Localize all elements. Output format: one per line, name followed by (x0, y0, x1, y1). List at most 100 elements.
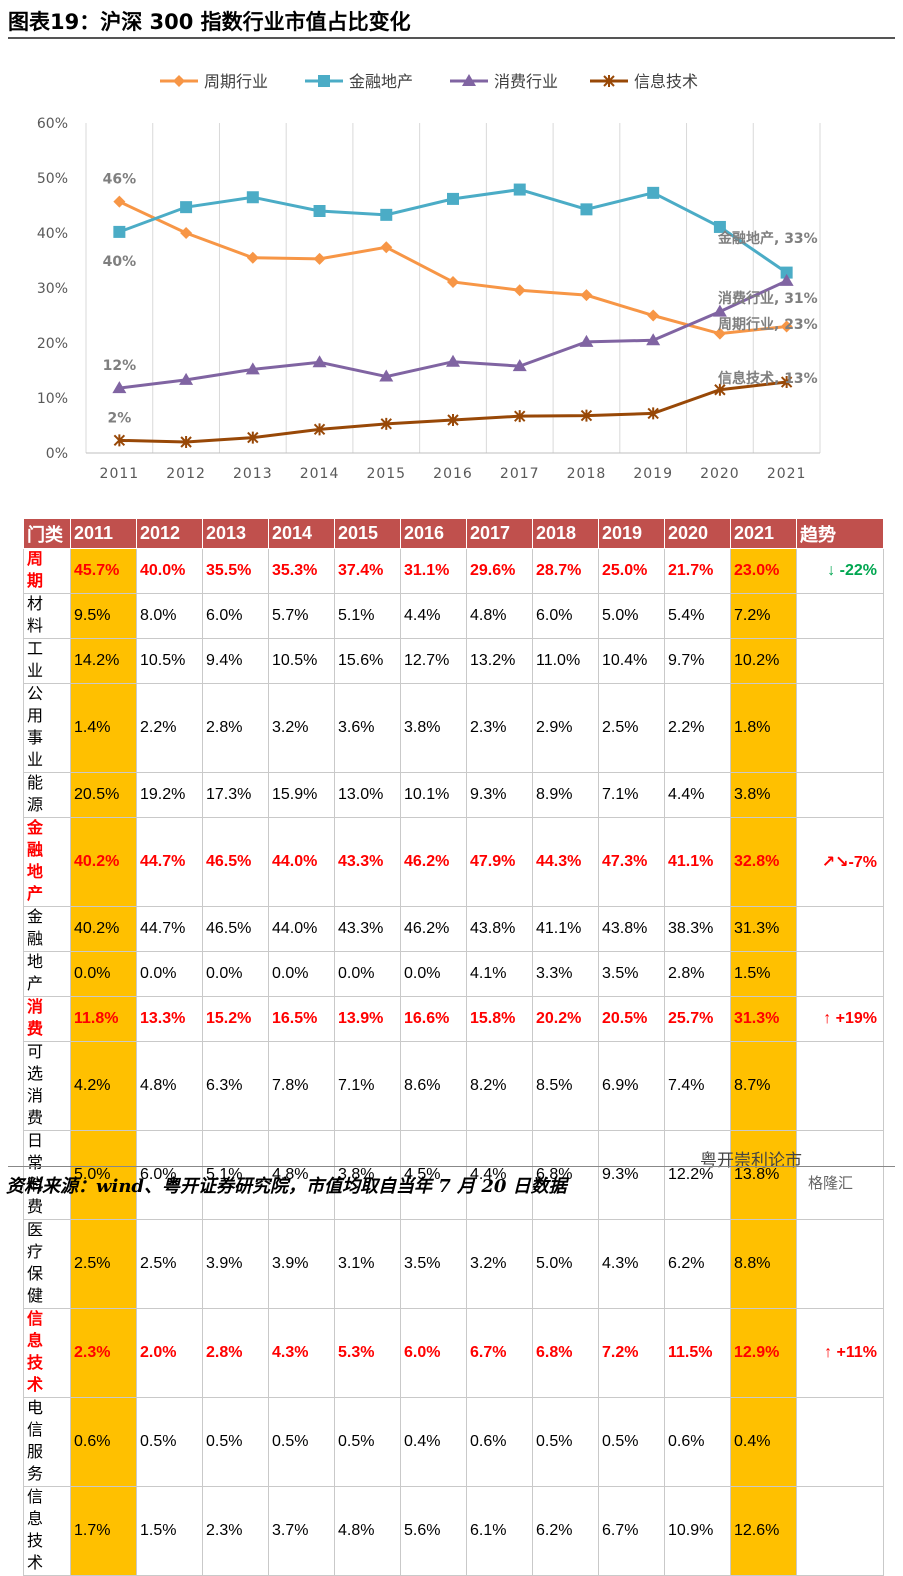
data-point (579, 334, 594, 347)
table-cell: 46.2% (400, 906, 467, 952)
table-cell: 15.6% (334, 638, 401, 684)
legend-item: 周期行业 (160, 72, 268, 91)
table-header-cell: 2018 (532, 518, 599, 549)
table-cell: 10.5% (268, 638, 335, 684)
row-category: 周期 (23, 548, 71, 594)
table-cell: 12.9% (730, 1308, 797, 1398)
table-cell: 35.5% (202, 548, 269, 594)
table-cell: 0.0% (268, 951, 335, 997)
legend-item: 消费行业 (450, 72, 558, 91)
table-cell: 2.5% (598, 683, 665, 773)
end-data-label: 金融地产, 33% (717, 230, 818, 247)
table-cell: 40.2% (70, 906, 137, 952)
table-cell: 8.0% (136, 593, 203, 639)
legend-label: 周期行业 (204, 72, 268, 91)
table-row: 信息技术 2.3% 2.0% 2.8% 4.3% 5.3% 6.0% 6.7% 6.8% 7.2%… (23, 1308, 884, 1398)
table-row: 消费 11.8% 13.3% 15.2% 16.5% 13.9% 16.6% 15.8% 20.… (23, 996, 884, 1042)
trend-cell (796, 683, 884, 773)
table-cell: 46.2% (400, 817, 467, 907)
table-cell: 5.3% (334, 1308, 401, 1398)
row-category: 金融 (23, 906, 71, 952)
x-tick-label: 2013 (233, 466, 273, 482)
table-header-cell: 2019 (598, 518, 665, 549)
table-row: 能源 20.5% 19.2% 17.3% 15.9% 13.0% 10.1% 9.3% 8.9%… (23, 772, 884, 818)
table-row: 电信服务 0.6% 0.5% 0.5% 0.5% 0.5% 0.4% 0.6% 0.5% 0.5%… (23, 1397, 884, 1487)
table-cell: 3.8% (400, 683, 467, 773)
table-header-row: 门类 2011 2012 2013 2014 2015 2016 2017 2018 2019 20… (23, 518, 884, 549)
table-cell: 23.0% (730, 548, 797, 594)
data-point (313, 423, 326, 436)
table-cell: 7.8% (268, 1041, 335, 1131)
table-cell: 8.6% (400, 1041, 467, 1131)
data-point (318, 75, 330, 87)
table-cell: 20.5% (598, 996, 665, 1042)
table-cell: 4.4% (664, 772, 731, 818)
table-header-cell: 2021 (730, 518, 797, 549)
table-cell: 12.6% (730, 1486, 797, 1576)
table-cell: 9.7% (664, 638, 731, 684)
table-cell: 8.9% (532, 772, 599, 818)
table-cell: 29.6% (466, 548, 533, 594)
trend-cell (796, 1041, 884, 1131)
table-cell: 40.0% (136, 548, 203, 594)
table-cell: 9.4% (202, 638, 269, 684)
data-point (380, 241, 393, 254)
table-cell: 10.1% (400, 772, 467, 818)
data-point (513, 183, 526, 196)
table-cell: 7.4% (664, 1041, 731, 1131)
table-cell: 21.7% (664, 548, 731, 594)
table-cell: 13.2% (466, 638, 533, 684)
y-axis: 0% 10% 20% 30% 40% 50% 60% (37, 116, 68, 462)
start-data-label: 2% (107, 410, 131, 426)
table-cell: 13.0% (334, 772, 401, 818)
table-cell: 7.1% (598, 772, 665, 818)
data-point (447, 275, 459, 288)
table-cell: 6.0% (400, 1308, 467, 1398)
table-cell: 43.3% (334, 817, 401, 907)
chart-grid (85, 123, 821, 454)
data-point (246, 191, 259, 204)
table-cell: 31.1% (400, 548, 467, 594)
table-cell: 4.3% (268, 1308, 335, 1398)
page-title: 图表19：沪深 300 指数行业市值占比变化 (8, 10, 411, 34)
trend-cell: ↗↘-7% (796, 817, 884, 907)
series-1 (113, 195, 793, 340)
data-point (179, 372, 194, 385)
series-3 (112, 273, 794, 394)
data-point (113, 195, 126, 208)
table-cell: 6.8% (532, 1308, 599, 1398)
table-cell: 5.1% (334, 593, 401, 639)
trend-cell (796, 1219, 884, 1309)
data-point (379, 369, 394, 382)
data-point (603, 75, 615, 87)
table-row: 医疗保健 2.5% 2.5% 3.9% 3.9% 3.1% 3.5% 3.2% 5.0% 4.3%… (23, 1219, 884, 1309)
row-category: 地产 (23, 951, 71, 997)
trend-cell (796, 638, 884, 684)
table-cell: 6.1% (466, 1486, 533, 1576)
table-cell: 4.3% (598, 1219, 665, 1309)
legend-label: 信息技术 (634, 72, 698, 91)
y-tick-label: 60% (37, 116, 68, 132)
table-cell: 8.5% (532, 1041, 599, 1131)
table-cell: 6.3% (202, 1041, 269, 1131)
table-cell: 0.5% (598, 1397, 665, 1487)
x-tick-label: 2019 (633, 466, 673, 482)
row-category: 公用事业 (23, 683, 71, 773)
table-cell: 11.0% (532, 638, 599, 684)
table-cell: 3.5% (598, 951, 665, 997)
data-point (779, 273, 794, 286)
table-cell: 43.8% (466, 906, 533, 952)
table-cell: 1.8% (730, 683, 797, 773)
x-axis: 2011 2012 2013 2014 2015 2016 2017 2018 2019 2020… (100, 466, 806, 482)
table-cell: 20.5% (70, 772, 137, 818)
data-point (380, 208, 393, 221)
table-cell: 2.8% (202, 1308, 269, 1398)
legend-item: 金融地产 (305, 72, 413, 91)
table-row: 金融 40.2% 44.7% 46.5% 44.0% 43.3% 46.2% 43.8% 41.… (23, 906, 884, 952)
table-cell: 31.3% (730, 996, 797, 1042)
table-cell: 2.8% (202, 683, 269, 773)
row-category: 金融地产 (23, 817, 71, 907)
trend-cell (796, 951, 884, 997)
table-cell: 3.9% (202, 1219, 269, 1309)
table-cell: 1.5% (730, 951, 797, 997)
